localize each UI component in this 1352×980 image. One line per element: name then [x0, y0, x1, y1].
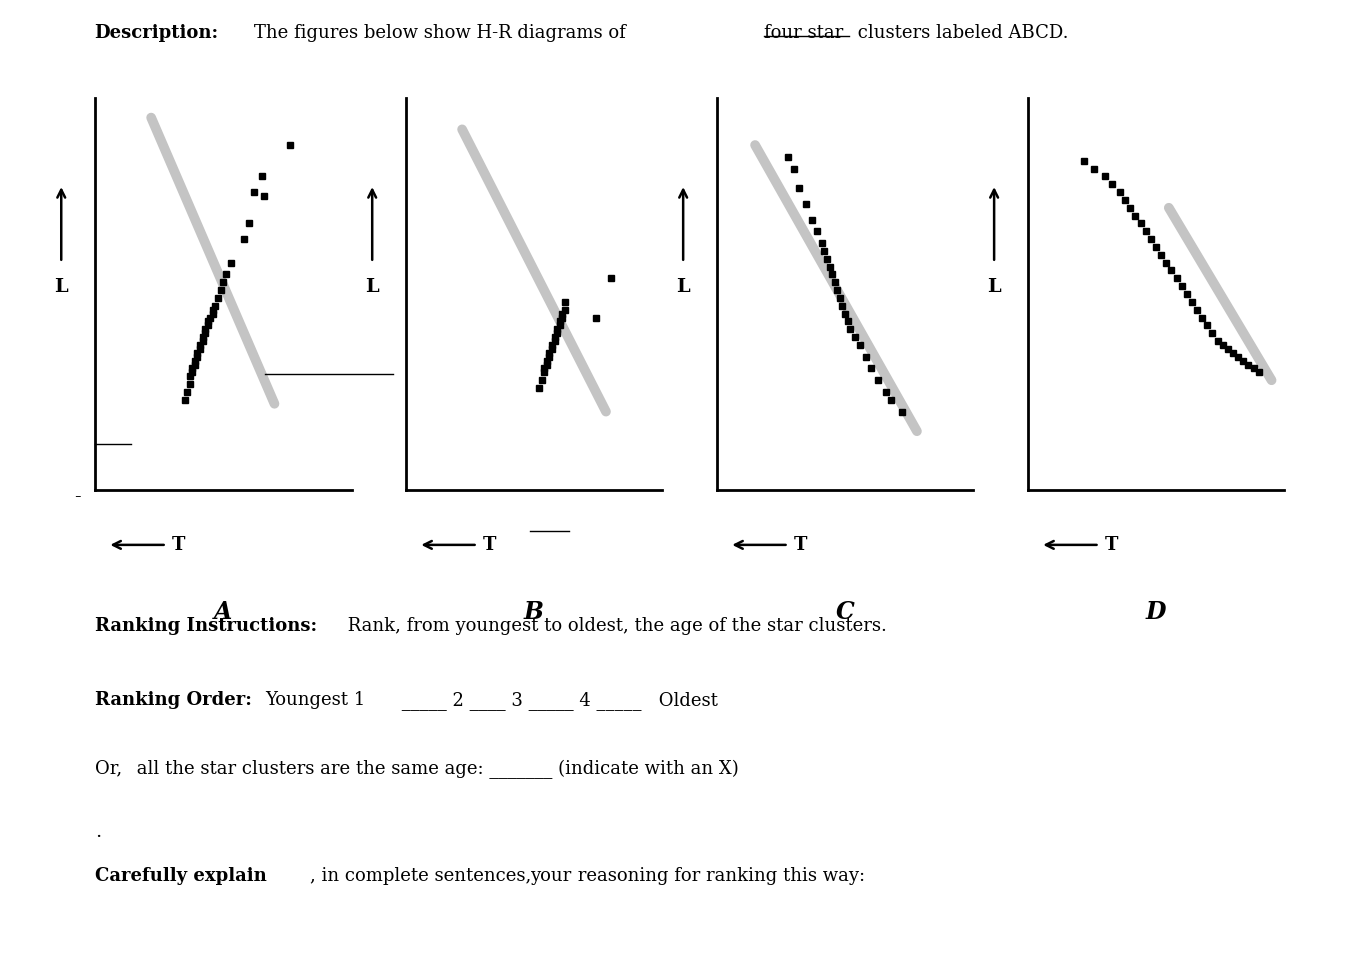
Text: L: L: [54, 278, 68, 296]
Text: reasoning for ranking this way:: reasoning for ranking this way:: [572, 867, 865, 885]
Text: C: C: [836, 600, 854, 623]
Text: your: your: [530, 867, 572, 885]
Text: L: L: [365, 278, 379, 296]
Text: L: L: [676, 278, 690, 296]
Text: T: T: [172, 536, 185, 554]
Text: Description:: Description:: [95, 24, 219, 42]
Text: T: T: [483, 536, 496, 554]
Text: Ranking Order:: Ranking Order:: [95, 691, 251, 709]
Text: L: L: [987, 278, 1000, 296]
Text: T: T: [1105, 536, 1118, 554]
Text: Ranking Instructions:: Ranking Instructions:: [95, 617, 316, 635]
Text: -: -: [74, 488, 81, 506]
Text: D: D: [1145, 600, 1167, 623]
Text: .: .: [95, 823, 101, 841]
Text: Youngest 1: Youngest 1: [265, 691, 365, 709]
Text: The figures below show H-R diagrams of: The figures below show H-R diagrams of: [254, 24, 631, 42]
Text: , in complete sentences,: , in complete sentences,: [310, 867, 537, 885]
Text: A: A: [214, 600, 233, 623]
Text: all the star clusters are the same age: _______ (indicate with an X): all the star clusters are the same age: …: [131, 760, 740, 779]
Text: T: T: [794, 536, 807, 554]
Text: Or,: Or,: [95, 760, 122, 777]
Text: B: B: [525, 600, 544, 623]
Text: Rank, from youngest to oldest, the age of the star clusters.: Rank, from youngest to oldest, the age o…: [342, 617, 887, 635]
Text: Carefully explain: Carefully explain: [95, 867, 266, 885]
Text: four star: four star: [764, 24, 844, 42]
Text: _____ 2 ____ 3 _____ 4 _____   Oldest: _____ 2 ____ 3 _____ 4 _____ Oldest: [396, 691, 718, 710]
Text: clusters labeled ABCD.: clusters labeled ABCD.: [852, 24, 1068, 42]
